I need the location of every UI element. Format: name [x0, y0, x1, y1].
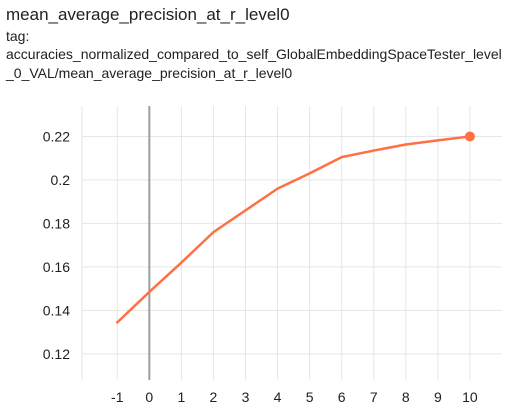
x-tick-label: 0 [145, 389, 153, 405]
x-tick-label: 8 [402, 389, 410, 405]
y-tick-label: 0.18 [43, 215, 70, 231]
x-tick-label: 4 [274, 389, 282, 405]
x-tick-label: 5 [306, 389, 314, 405]
y-tick-label: 0.22 [43, 128, 70, 144]
tag-label: tag: [6, 28, 30, 44]
x-tick-label: 9 [434, 389, 442, 405]
grid-layer [82, 106, 502, 380]
line-chart: -1 0 1 2 3 4 5 6 7 8 9 10 0.12 0.14 0.16 0.18 0.2 0.22 [43, 106, 502, 405]
x-tick-label: 10 [462, 389, 478, 405]
y-tick-label: 0.2 [51, 172, 71, 188]
y-tick-label: 0.14 [43, 302, 70, 318]
y-tick-label: 0.16 [43, 259, 70, 275]
axis-layer [81, 106, 151, 380]
series-layer [116, 131, 475, 324]
x-tick-label: 1 [177, 389, 185, 405]
tick-label-layer: -1 0 1 2 3 4 5 6 7 8 9 10 0.12 0.14 0.16 0.18 0.2 0.22 [43, 128, 478, 405]
chart-header: mean_average_precision_at_r_level0 tag: … [6, 4, 506, 83]
y-tick-label: 0.12 [43, 346, 70, 362]
x-tick-label: -1 [111, 389, 124, 405]
x-tick-label: 2 [210, 389, 218, 405]
tag-value: accuracies_normalized_compared_to_self_G… [6, 46, 502, 81]
x-tick-label: 7 [370, 389, 378, 405]
chart-title: mean_average_precision_at_r_level0 [6, 5, 290, 24]
x-tick-label: 6 [338, 389, 346, 405]
series-line [116, 135, 472, 324]
last-point-marker [464, 131, 475, 142]
x-tick-label: 3 [242, 389, 250, 405]
